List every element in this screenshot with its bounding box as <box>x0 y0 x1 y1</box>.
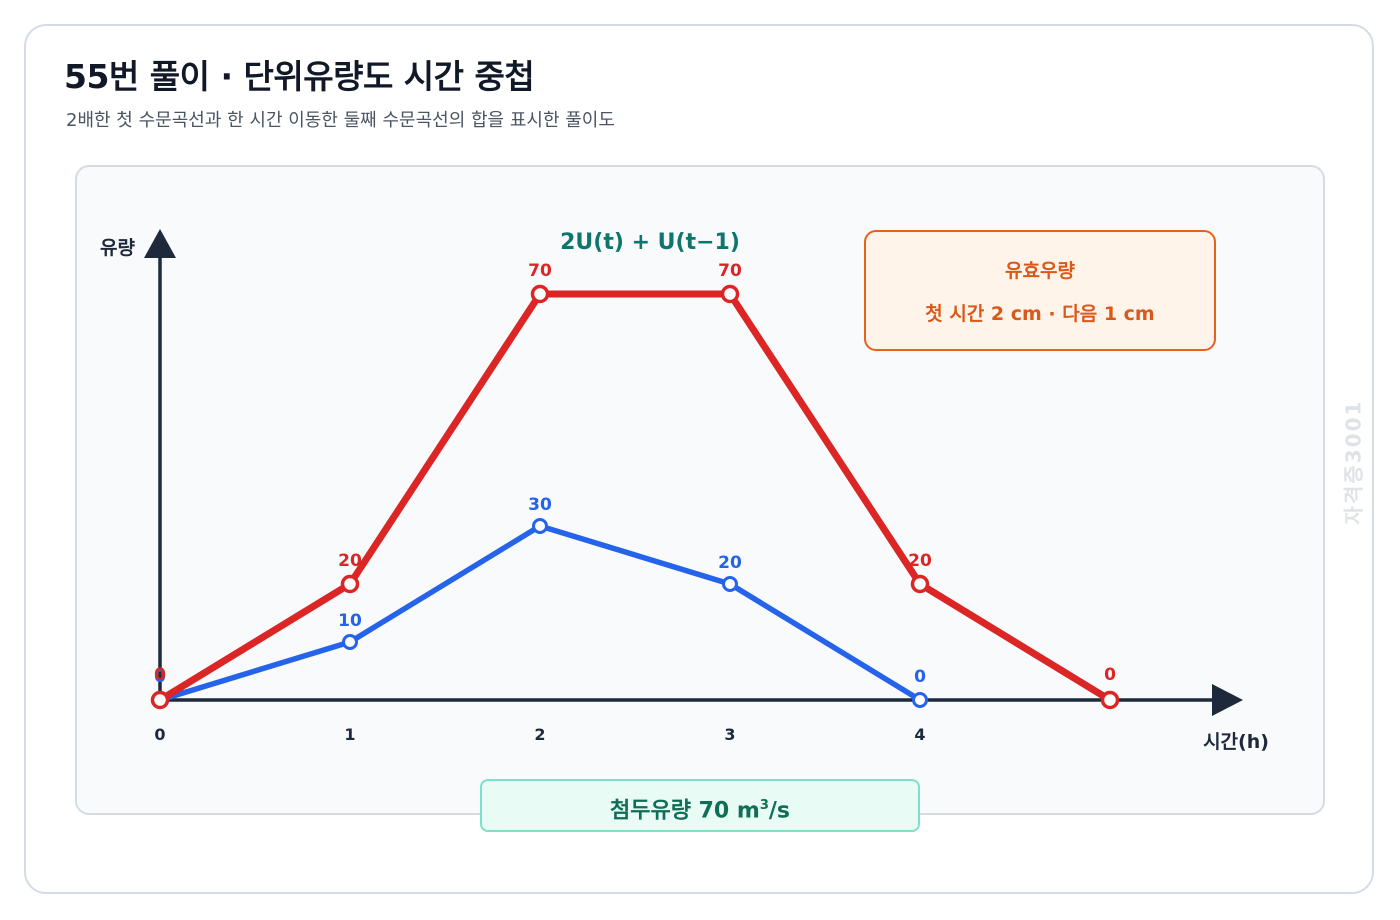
y-axis-label: 유량 <box>100 237 135 259</box>
red-data-label: 0 <box>1104 665 1116 685</box>
x-axis-arrow <box>1212 684 1243 716</box>
y-axis-arrow <box>144 229 176 258</box>
page-title: 55번 풀이 · 단위유량도 시간 중첩 <box>64 57 535 96</box>
peak-flow-label: 첨두유량 70 m <box>609 798 760 824</box>
peak-flow-sup: 3 <box>759 798 769 813</box>
formula-annotation: 2U(t) + U(t−1) <box>560 230 740 255</box>
red-data-label: 20 <box>338 551 362 571</box>
blue-data-point <box>722 576 738 592</box>
red-data-point <box>910 574 930 594</box>
x-tick-label: 0 <box>154 725 165 744</box>
blue-data-label: 20 <box>718 553 742 573</box>
effective-rainfall-title: 유효우량 <box>1005 260 1075 282</box>
blue-data-point <box>342 634 358 650</box>
effective-rainfall-box: 유효우량 첫 시간 2 cm · 다음 1 cm <box>864 230 1216 351</box>
page-subtitle: 2배한 첫 수문곡선과 한 시간 이동한 둘째 수문곡선의 합을 표시한 풀이도 <box>66 110 615 131</box>
red-series-line <box>156 290 1114 704</box>
x-tick-label: 2 <box>534 725 545 744</box>
watermark: 자격증3001 <box>1341 399 1366 525</box>
peak-flow-box: 첨두유량 70 m3/s <box>480 779 920 832</box>
red-data-label: 70 <box>718 261 742 281</box>
red-data-point <box>1100 690 1120 710</box>
red-data-point <box>530 284 550 304</box>
blue-data-label: 0 <box>154 667 166 687</box>
red-data-point <box>720 284 740 304</box>
blue-data-point <box>532 518 548 534</box>
red-data-point <box>340 574 360 594</box>
red-data-point <box>150 690 170 710</box>
x-tick-label: 3 <box>724 725 735 744</box>
red-data-label: 70 <box>528 261 552 281</box>
blue-data-label: 10 <box>338 611 362 631</box>
red-data-label: 20 <box>908 551 932 571</box>
x-tick-label: 4 <box>914 725 925 744</box>
x-axis-label: 시간(h) <box>1203 731 1269 753</box>
blue-data-label: 30 <box>528 495 552 515</box>
x-tick-label: 1 <box>344 725 355 744</box>
blue-data-point <box>912 692 928 708</box>
effective-rainfall-text: 첫 시간 2 cm · 다음 1 cm <box>925 303 1155 325</box>
blue-series-line <box>157 523 923 703</box>
blue-data-label: 0 <box>914 667 926 687</box>
peak-flow-unit: /s <box>768 798 790 824</box>
red-data-label: 0 <box>154 665 166 685</box>
